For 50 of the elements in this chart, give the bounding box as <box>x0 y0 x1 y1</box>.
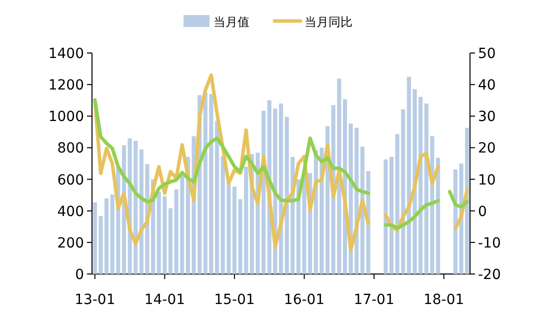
bar <box>104 198 109 274</box>
bar <box>180 176 184 274</box>
y-tick-label: 200 <box>57 235 84 252</box>
y-tick-label: 0 <box>75 267 84 283</box>
bar <box>284 116 289 274</box>
y-tick-label: 1200 <box>48 78 84 94</box>
y-tick-label: 1400 <box>48 46 84 62</box>
bar <box>395 134 400 274</box>
x-tick-label: 13-01 <box>74 292 116 308</box>
bar <box>209 94 214 274</box>
y2-tick-label: 30 <box>478 109 496 126</box>
y2-tick-label: -10 <box>478 235 501 252</box>
bar <box>92 202 97 274</box>
bar <box>174 189 178 274</box>
bar <box>220 156 225 274</box>
y-tick-label: 600 <box>57 172 84 188</box>
bar <box>203 92 208 274</box>
y2-tick-label: 40 <box>478 78 496 94</box>
bar <box>226 183 231 274</box>
bar <box>401 109 406 274</box>
bar <box>465 128 470 274</box>
legend-label: 当月同比 <box>304 15 352 29</box>
x-tick-label: 17-01 <box>354 292 394 308</box>
y2-tick-label: 20 <box>478 140 496 157</box>
bar <box>156 192 161 274</box>
x-tick-label: 16-01 <box>284 292 325 308</box>
bar <box>232 186 237 274</box>
y2-tick-label: 0 <box>478 204 487 220</box>
bar <box>436 158 440 274</box>
x-tick-label: 14-01 <box>144 292 186 308</box>
y2-tick-label: 50 <box>478 46 496 62</box>
bar <box>168 208 173 274</box>
bar <box>389 156 394 274</box>
y2-tick-label: 10 <box>478 172 496 188</box>
bar <box>162 196 167 274</box>
x-tick-label: 18-01 <box>423 292 464 308</box>
x-tick-label: 15-01 <box>214 292 255 308</box>
y-tick-label: 800 <box>57 140 84 157</box>
bar <box>244 166 248 274</box>
bar <box>98 216 103 274</box>
bar <box>110 194 114 274</box>
bar <box>214 120 220 274</box>
bar <box>384 159 388 274</box>
legend-label: 当月值 <box>214 15 250 29</box>
bar <box>406 76 411 274</box>
y2-tick-label: -20 <box>478 267 501 283</box>
bar <box>337 78 342 274</box>
y-tick-label: 400 <box>57 204 84 220</box>
y-tick-label: 1000 <box>48 109 84 126</box>
bar <box>238 199 242 274</box>
